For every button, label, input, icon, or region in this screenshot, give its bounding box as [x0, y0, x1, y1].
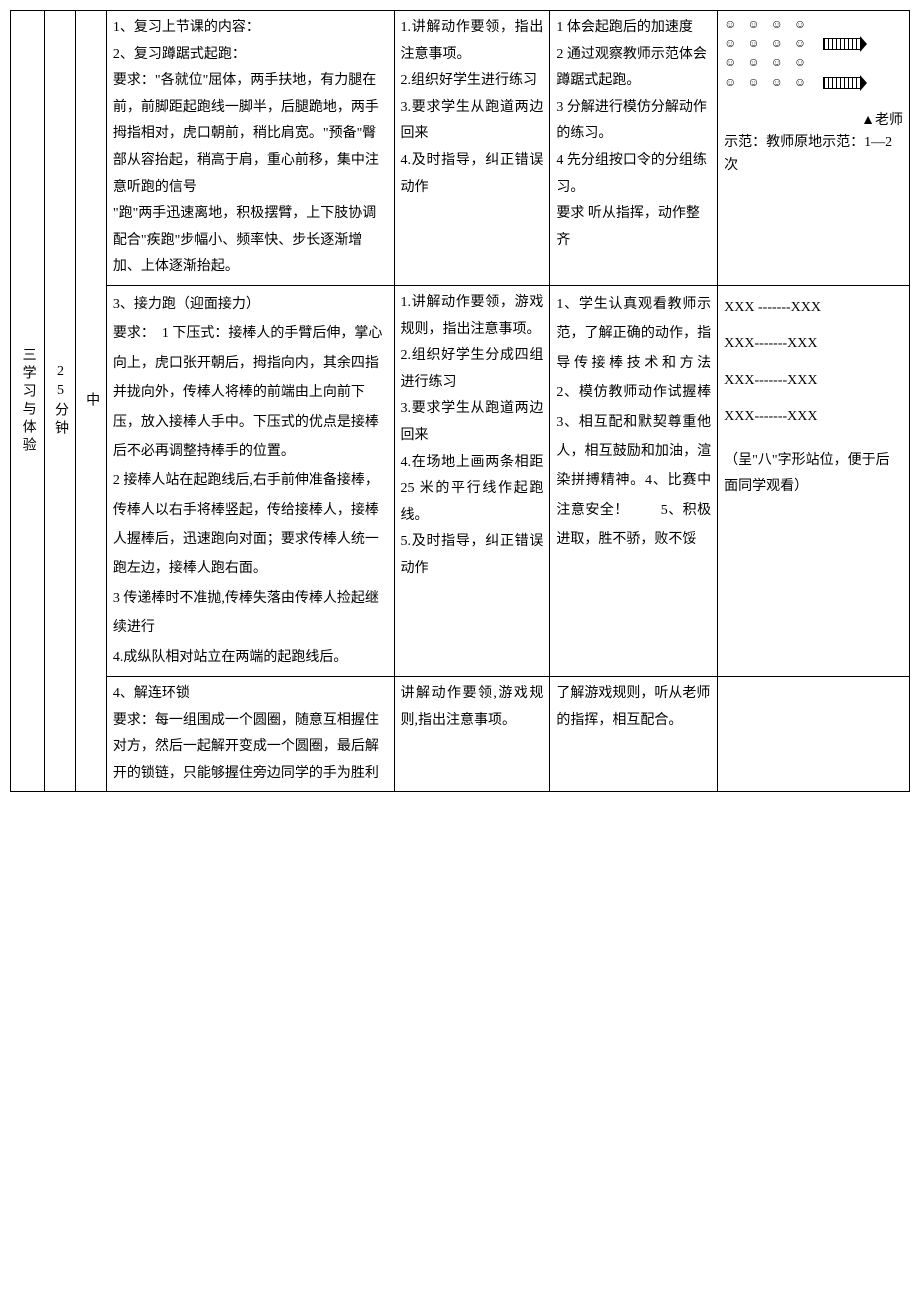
arrow-icon [823, 77, 861, 89]
teacher-activity-1: 1.讲解动作要领，指出注意事项。 2.组织好学生进行练习 3.要求学生从跑道两边… [394, 11, 550, 286]
intensity-label: 中 [75, 11, 106, 792]
formation-3 [718, 677, 910, 792]
formation-row: ☺ ☺ ☺ ☺ [724, 53, 903, 72]
formation-row: ☺ ☺ ☺ ☺ [724, 15, 903, 34]
student-activity-3: 了解游戏规则，听从老师的指挥，相互配合。 [550, 677, 718, 792]
teacher-marker: ▲老师 [724, 110, 903, 132]
teacher-activity-3: 讲解动作要领,游戏规则,指出注意事项。 [394, 677, 550, 792]
formation-line: XXX-------XXX [724, 363, 903, 399]
section-label: 三学习与体验 [11, 11, 45, 792]
student-activity-1: 1 体会起跑后的加速度 2 通过观察教师示范体会蹲踞式起跑。 3 分解进行模仿分… [550, 11, 718, 286]
formation-line: XXX -------XXX [724, 290, 903, 326]
arrow-icon [823, 38, 861, 50]
formation-line: XXX-------XXX [724, 326, 903, 362]
activity-content-2: 3、接力跑（迎面接力） 要求： 1 下压式：接棒人的手臂后伸，掌心向上，虎口张开… [106, 285, 394, 676]
formation-note: （呈"八"字形站位，便于后面同学观看） [724, 448, 903, 501]
formation-2: XXX -------XXX XXX-------XXX XXX-------X… [718, 285, 910, 676]
demo-note: 示范：教师原地示范：1—2次 [724, 132, 903, 177]
formation-1: ☺ ☺ ☺ ☺ ☺ ☺ ☺ ☺ ☺ ☺ ☺ ☺ ☺ ☺ ☺ ☺ ▲老师 示范：教… [718, 11, 910, 286]
student-activity-2: 1、学生认真观看教师示范，了解正确的动作，指导传接棒技术和方法 2、模仿教师动作… [550, 285, 718, 676]
activity-content-3: 4、解连环锁 要求：每一组围成一个圆圈，随意互相握住对方，然后一起解开变成一个圆… [106, 677, 394, 792]
formation-row: ☺ ☺ ☺ ☺ [724, 34, 903, 53]
formation-line: XXX-------XXX [724, 399, 903, 435]
teacher-activity-2: 1.讲解动作要领，游戏规则，指出注意事项。 2.组织好学生分成四组进行练习 3.… [394, 285, 550, 676]
duration-label: 25分钟 [44, 11, 75, 792]
activity-content-1: 1、复习上节课的内容： 2、复习蹲踞式起跑： 要求："各就位"屈体，两手扶地，有… [106, 11, 394, 286]
formation-row: ☺ ☺ ☺ ☺ [724, 73, 903, 92]
